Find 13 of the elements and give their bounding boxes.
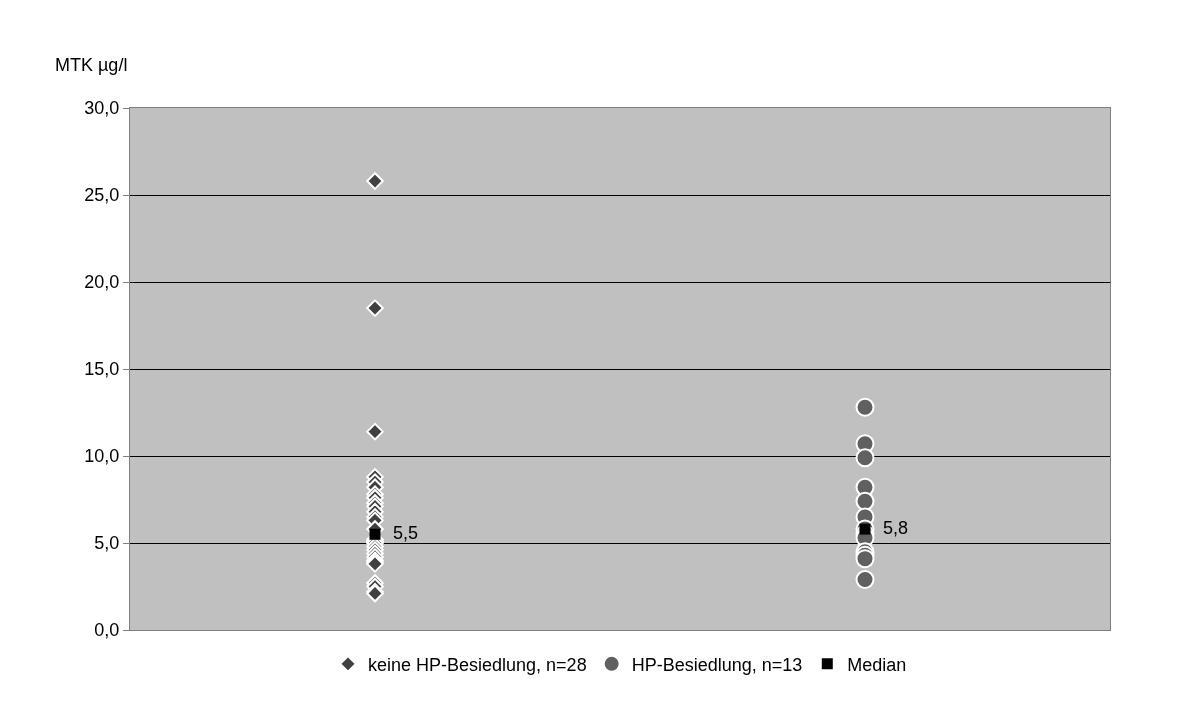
y-tick-label: 10,0 [84, 446, 120, 467]
data-label: 5,5 [382, 522, 418, 543]
y-tick-label: 25,0 [84, 185, 120, 206]
y-tick-label: 5,0 [94, 533, 120, 554]
legend-label: HP-Besiedlung, n=13 [631, 654, 803, 675]
y-tick-label: 20,0 [84, 272, 120, 293]
y-axis-title: MTK µg/l [55, 55, 128, 75]
legend-label: Median [847, 654, 907, 675]
data-label: 5,8 [872, 517, 908, 538]
y-tick-label: 30,0 [84, 98, 120, 119]
y-tick-label: 15,0 [84, 359, 120, 380]
legend-label: keine HP-Besiedlung, n=28 [368, 654, 587, 675]
y-tick-label: 0,0 [94, 620, 120, 641]
